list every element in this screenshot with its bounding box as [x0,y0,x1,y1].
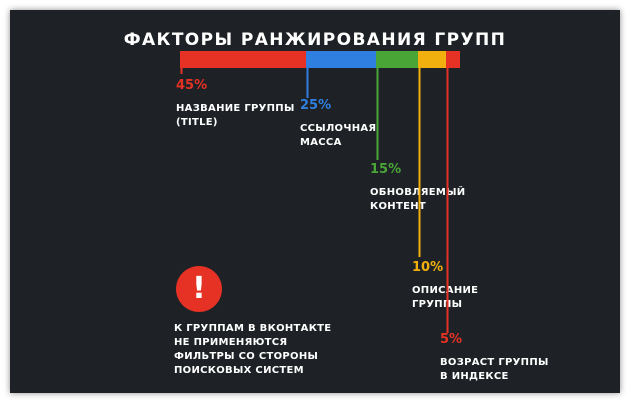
chart-title: ФАКТОРЫ РАНЖИРОВАНИЯ ГРУПП [123,30,507,50]
data-label: 5% [440,332,462,347]
category-label: ССЫЛОЧНАЯ [300,123,376,134]
category-label: В ИНДЕКСЕ [440,371,509,382]
bar-segment [180,51,306,68]
category-label: ГРУППЫ [412,299,462,310]
category-label: НАЗВАНИЕ ГРУППЫ [176,103,295,114]
category-label: КОНТЕНТ [370,201,426,212]
data-label: 10% [412,260,443,275]
data-label: 45% [176,78,207,93]
category-label: ОПИСАНИЕ [412,285,478,296]
warning-line: ФИЛЬТРЫ СО СТОРОНЫ [174,351,319,362]
bar-segment [446,51,460,68]
warning-line: НЕ ПРИМЕНЯЮТСЯ [174,337,288,348]
infographic-panel: ФАКТОРЫ РАНЖИРОВАНИЯ ГРУПП 45% НАЗВАНИЕ Г… [10,10,620,393]
category-label: (TITLE) [176,117,218,128]
data-label: 15% [370,162,401,177]
bar-segment [418,51,446,68]
exclamation-icon: ! [176,266,222,312]
category-label: ВОЗРАСТ ГРУППЫ [440,357,549,368]
warning-line: ПОИСКОВЫХ СИСТЕМ [174,365,304,376]
bar-segment [376,51,418,68]
data-label: 25% [300,98,331,113]
category-label: ОБНОВЛЯЕМЫЙ [370,185,465,198]
category-label: МАССА [300,137,342,148]
bar-segment [306,51,376,68]
warning-line: К ГРУППАМ В ВКОНТАКТЕ [174,323,332,334]
warning-note: К ГРУППАМ В ВКОНТАКТЕ НЕ ПРИМЕНЯЮТСЯ ФИЛ… [174,322,331,378]
stacked-bar-chart: 45% НАЗВАНИЕ ГРУППЫ (TITLE) 25% ССЫЛОЧНАЯ МАС… [176,51,549,382]
